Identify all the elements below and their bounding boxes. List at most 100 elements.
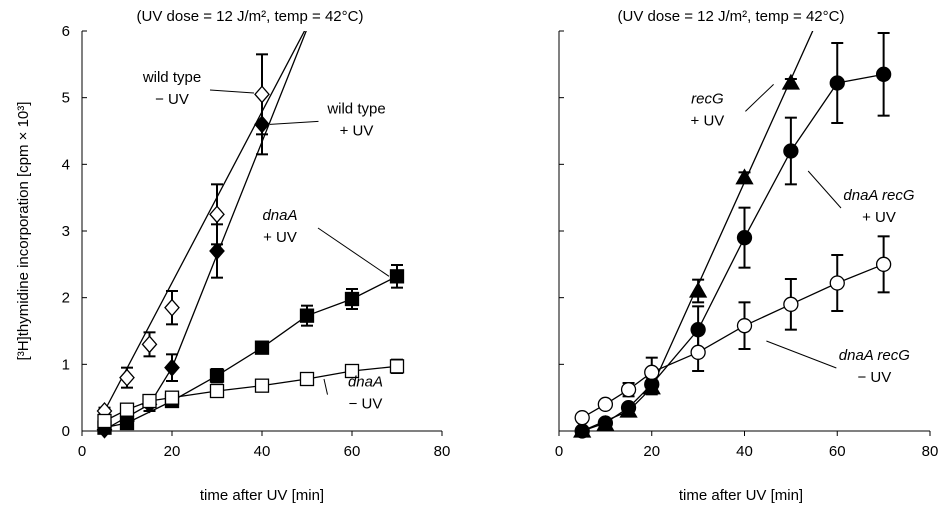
left-y-ticks: 0 1 2 3 4 5 6 [62,23,87,440]
circle-point [690,344,706,360]
circle-point [620,400,637,416]
right-x-tick-label: 60 [829,443,846,460]
annotation-label: wild type [326,100,385,117]
triangle-point [781,73,800,90]
triangle-point [689,281,708,298]
diamond-point [209,205,225,224]
square-point [254,340,270,355]
annotation-label: + UV [340,122,374,139]
annotation-leader [766,340,837,369]
right-x-tick-label: 40 [736,443,753,460]
circle-point [875,256,892,272]
left-y-tick-label: 4 [62,156,70,173]
right-x-tick-label: 0 [555,443,563,460]
square-point [254,378,270,393]
circle-point [644,364,660,380]
square-point [119,402,135,417]
circle-point [574,423,590,439]
left-x-ticks: 0 20 40 60 80 [78,431,451,460]
left-x-tick-label: 0 [78,443,86,460]
left-y-tick-label: 0 [62,423,70,440]
annotation-label: − UV [155,91,189,108]
left-panel: (UV dose = 12 J/m², temp = 42°C) time af… [15,8,450,504]
circle-point [574,410,590,426]
square-point [164,390,180,405]
annotation-label: wild type [142,69,201,86]
circle-point [875,66,892,82]
circle-point [690,322,706,338]
right-panel: (UV dose = 12 J/m², temp = 42°C) time af… [555,8,939,504]
right-y-ticks [559,30,564,432]
right-annotations: recG + UV dnaA recG + UV dnaA recG − UV [691,83,915,386]
diamond-point [164,298,180,317]
square-point [209,383,225,399]
left-x-tick-label: 60 [344,443,361,460]
circle-point [736,230,753,246]
annotation-leader [807,170,842,209]
diamond-point [164,358,180,377]
left-y-tick-label: 5 [62,90,70,107]
square-point [389,359,405,374]
square-point [389,269,405,284]
series-line [103,31,306,412]
square-point [299,308,315,323]
left-y-tick-label: 6 [62,23,70,40]
annotation-leader [209,89,255,94]
diamond-point [209,242,225,260]
left-y-tick-label: 1 [62,356,70,373]
right-x-ticks: 0 20 40 60 80 [555,431,939,460]
diamond-point [254,85,270,104]
annotation-label: dnaA [348,374,383,391]
diamond-point [119,368,135,387]
left-x-tick-label: 40 [254,443,271,460]
series-line [581,31,814,431]
circle-point [829,275,845,291]
series-line [581,73,884,431]
annotation-label: dnaA [262,207,297,224]
left-y-axis-label: [³H]thymidine incorporation [cpm × 10³] [15,102,32,361]
left-data-points [96,85,405,439]
diamond-point [254,115,270,134]
left-annotations: wild type − UV wild type + UV dnaA + UV dnaA − … [142,69,390,413]
left-x-axis-label: time after UV [min] [200,487,324,504]
square-point [142,393,157,409]
left-x-tick-label: 20 [164,443,181,460]
circle-point [783,296,799,312]
annotation-label: − UV [349,396,383,413]
square-point [344,291,360,307]
left-y-tick-label: 3 [62,223,70,240]
left-x-tick-label: 80 [434,443,451,460]
annotation-label: + UV [691,112,725,129]
square-point [209,368,225,383]
annotation-label: + UV [862,209,896,226]
right-chart-title: (UV dose = 12 J/m², temp = 42°C) [618,8,845,25]
annotation-label: recG [691,90,724,107]
annotation-label: − UV [857,369,891,386]
circle-point [620,382,637,398]
right-x-axis-label: time after UV [min] [679,487,803,504]
circle-point [597,396,614,412]
right-x-tick-label: 20 [643,443,660,460]
circle-point [783,143,799,159]
circle-point [597,415,614,431]
right-x-tick-label: 80 [922,443,939,460]
square-point [119,415,135,431]
square-point [344,363,360,379]
annotation-leader [323,378,328,395]
annotation-label: + UV [263,229,297,246]
series-line [104,275,398,429]
square-point [97,413,112,429]
annotation-leader [745,83,774,112]
square-point [299,371,315,387]
right-data-points [573,66,892,439]
annotation-leader [317,227,390,277]
circle-point [829,75,845,91]
triangle-point [735,168,754,185]
annotation-leader [269,120,319,125]
annotation-label: dnaA recG [843,187,914,204]
left-y-tick-label: 2 [62,290,70,307]
circle-point [736,318,753,334]
diamond-point [141,335,158,354]
left-chart-title: (UV dose = 12 J/m², temp = 42°C) [137,8,364,25]
